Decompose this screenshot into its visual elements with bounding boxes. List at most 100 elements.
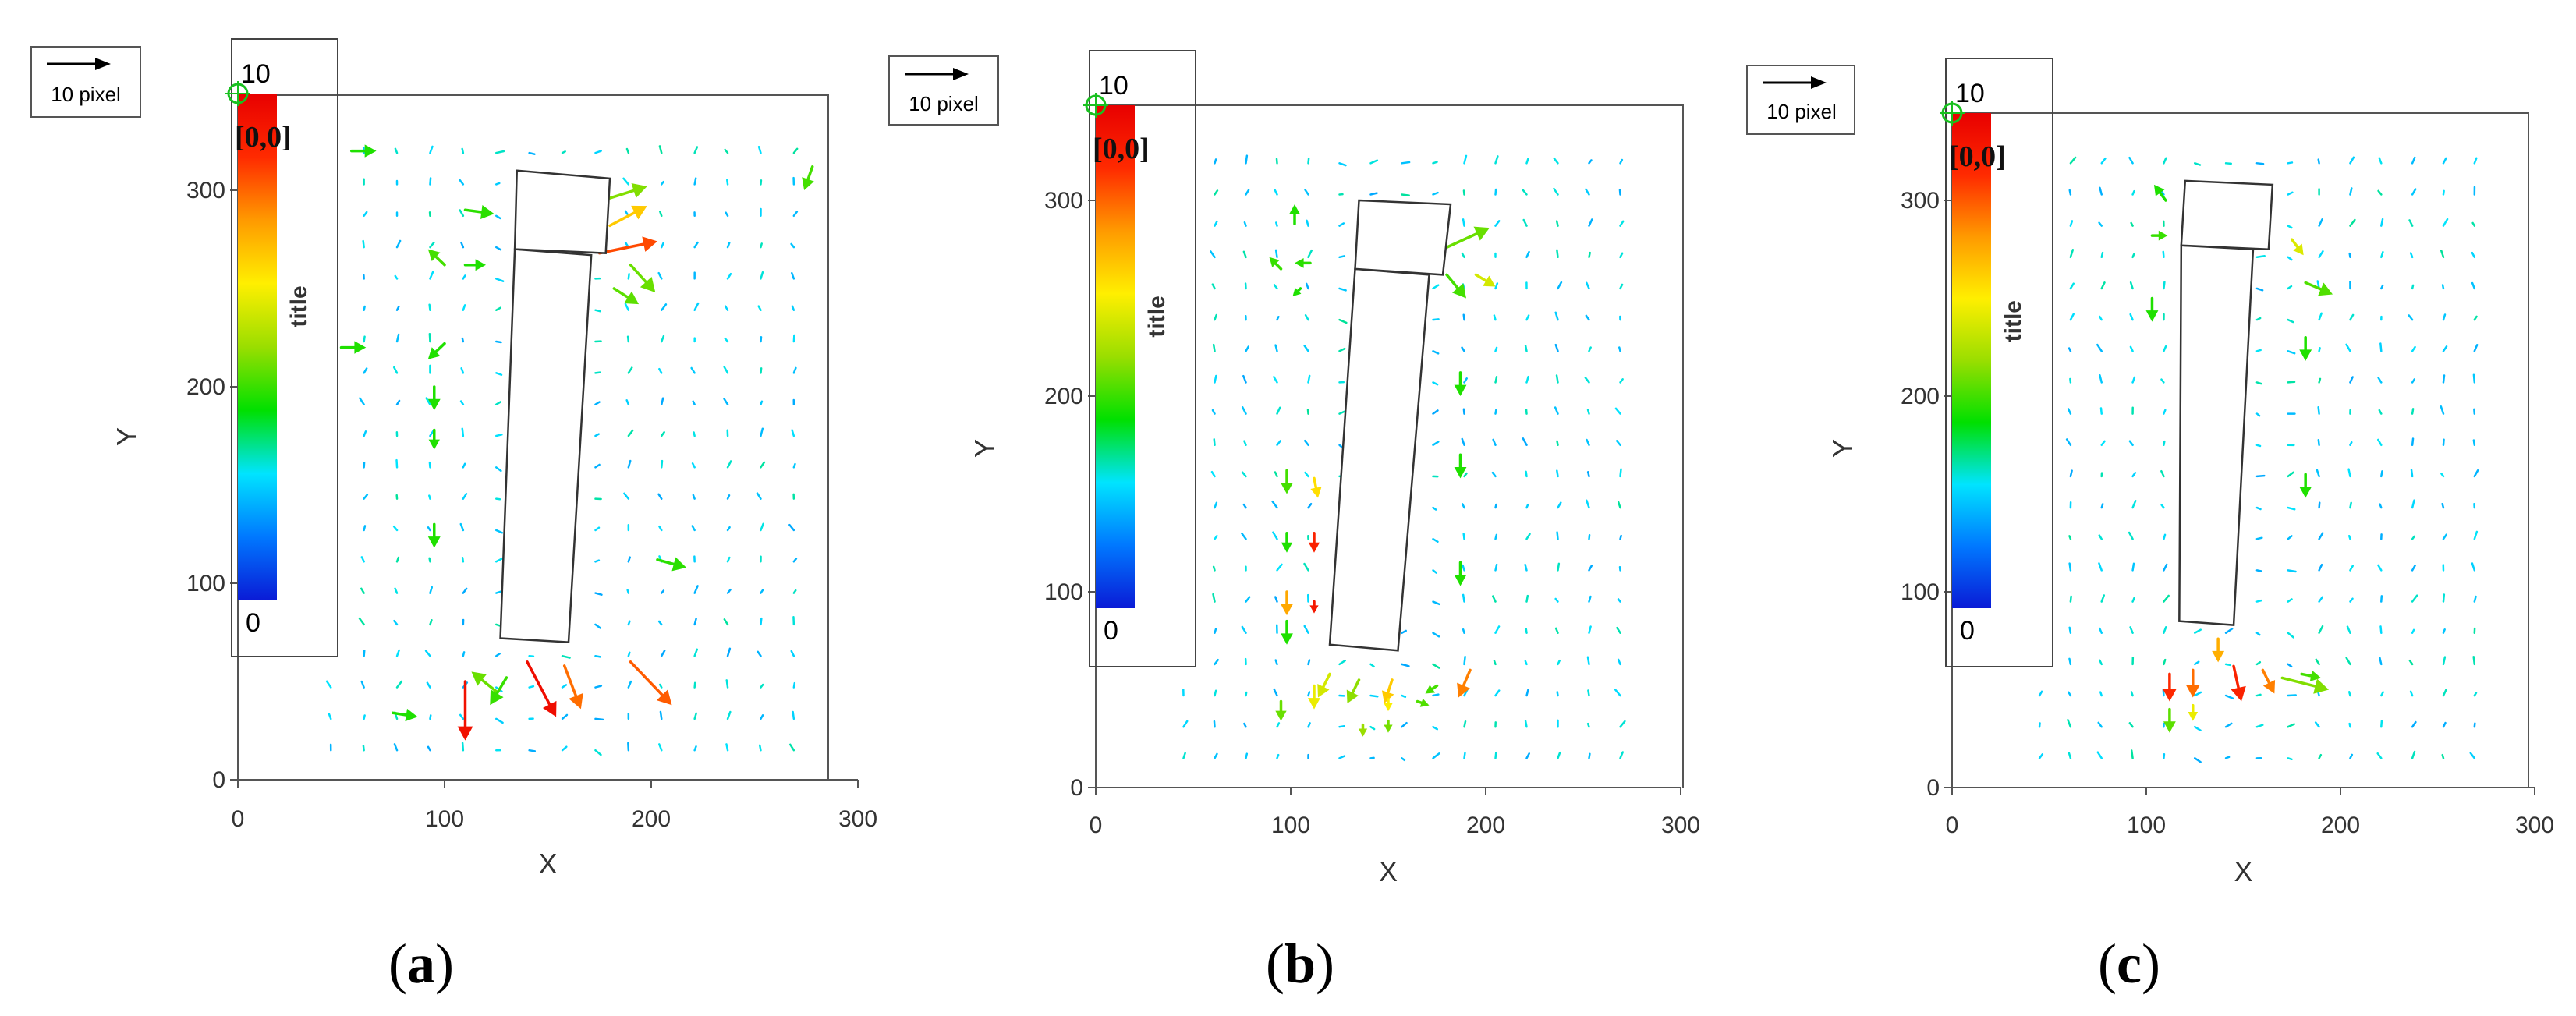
panel-caption-b: (b) [1265,933,1334,995]
vector-arrow [2377,438,2383,446]
highlight-vectors [1269,204,1496,737]
vector-arrow [1618,189,1621,196]
vector-arrow [1243,722,1247,728]
vector-arrow [2255,693,2262,697]
vector-arrow [1182,752,1186,759]
vector-arrow [790,650,795,657]
vector-arrow [424,650,431,657]
vector-arrow [2129,626,2134,634]
vector-arrow [661,242,664,249]
vector-arrow [395,556,400,563]
vector-arrow [1588,251,1591,259]
vector-arrow-shaft [526,660,551,706]
vector-arrow [1214,220,1218,227]
vector-arrow-shaft [629,660,664,696]
vector-arrow-head [1451,283,1466,299]
vector-arrow [1586,409,1590,415]
vector-arrow [1338,410,1346,415]
vector-arrow [1463,720,1467,728]
vector-arrow [1557,751,1561,759]
vector-arrow [2131,562,2135,572]
vector-arrow [2349,218,2356,227]
vector-arrow [760,427,764,437]
vector-arrow [1338,222,1345,227]
vector-arrow [1618,501,1621,509]
vector-arrow-shaft [2232,664,2240,689]
vector-arrow-highlight [1384,719,1393,733]
vector-arrow [2163,345,2167,352]
vector-arrow [1494,409,1497,415]
vector-arrow [2255,660,2262,666]
vector-arrow-head [1358,728,1368,737]
vector-arrow [627,556,631,563]
vector-arrow-highlight [1416,698,1430,707]
vector-arrow [2255,349,2262,352]
vector-arrow-shaft [608,211,636,228]
vector-arrow [2440,250,2445,259]
vector-arrow [2473,530,2479,540]
vector-arrow [2287,191,2294,196]
vector-arrow [1462,408,1465,415]
x-tick-label: 0 [1946,812,1959,838]
vector-arrow-head [427,398,441,411]
vector-arrow [1214,374,1217,384]
vector-arrow [1432,441,1440,446]
vector-arrow [1273,284,1278,290]
vector-arrow [395,333,400,343]
obstacle-body [499,248,593,643]
vector-arrow [1432,191,1439,196]
vector-arrow [561,654,571,659]
y-tick-label: 0 [1070,775,1083,801]
vector-arrow [2349,565,2354,572]
vector-arrow [1306,219,1309,227]
vector-arrow [2069,220,2074,227]
x-tick-label: 300 [2515,812,2554,838]
vector-arrow [1462,313,1465,321]
vector-arrow [2255,599,2262,603]
vector-arrow [1614,407,1621,415]
vector-arrow-head [1454,575,1467,586]
vector-arrow-shaft [392,711,408,717]
vector-arrow [594,401,601,405]
vector-arrow [1432,284,1440,290]
vector-arrow [2318,250,2324,259]
vector-arrow [1493,314,1497,321]
vector-arrow [392,366,399,374]
vector-arrow [2287,285,2293,290]
vector-arrow [429,177,432,186]
vector-arrow-head [1292,288,1302,296]
vector-arrow [1432,752,1440,759]
vector-arrow [395,649,400,657]
vector-arrow [594,685,603,689]
vector-arrow [661,397,664,405]
vector-arrow [426,681,431,689]
colorbar-min-label: 0 [1104,616,1118,646]
x-axis-label: X [2234,855,2252,887]
vector-arrow [2376,752,2383,759]
vector-arrow [2442,438,2445,446]
vector-arrow [1432,569,1437,574]
vector-arrow [1494,282,1499,290]
x-axis-label: X [1379,855,1398,887]
vector-arrow [561,713,569,720]
vector-arrow-shaft [1416,699,1423,705]
vector-arrow [2471,251,2476,259]
x-tick-label: 0 [1090,812,1103,838]
vector-arrow [2098,534,2103,540]
vector-arrow [788,743,795,752]
vector-arrow [2473,157,2478,165]
vector-arrow-head [1288,204,1301,215]
vector-arrow-head [490,689,504,706]
vector-arrow [2469,752,2476,759]
vector-arrow [1273,376,1278,384]
vector-arrow [1307,374,1311,384]
highlight-vectors [2145,184,2333,733]
vector-arrow [1494,503,1497,509]
vector-field [325,145,799,756]
vector-arrow [427,745,431,752]
vector-arrow [2194,162,2202,166]
vector-arrow [792,147,799,154]
vector-arrow-shaft [1462,668,1472,687]
vector-arrow [495,717,504,724]
vector-arrow-shaft [463,208,484,214]
